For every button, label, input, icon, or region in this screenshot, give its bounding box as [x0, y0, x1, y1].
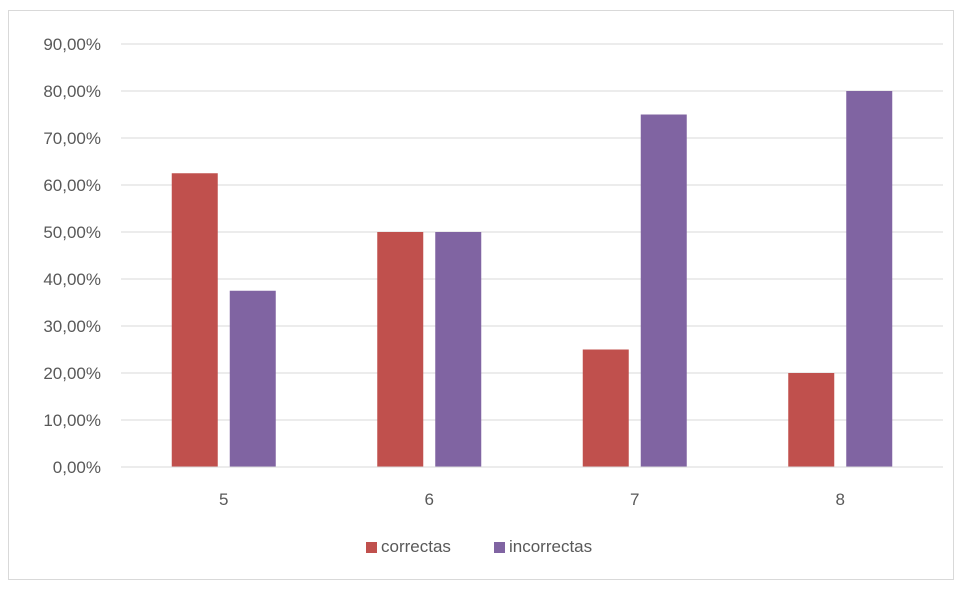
y-tick-label: 10,00% [43, 411, 101, 430]
legend-swatch-incorrectas [494, 542, 505, 553]
y-tick-label: 70,00% [43, 129, 101, 148]
legend-swatch-correctas [366, 542, 377, 553]
y-tick-label: 0,00% [53, 458, 101, 477]
legend-label-incorrectas: incorrectas [509, 537, 592, 556]
bar-incorrectas-6 [435, 232, 482, 467]
bar-incorrectas-5 [229, 290, 276, 467]
legend: correctas incorrectas [366, 537, 592, 556]
x-tick-label: 8 [836, 490, 845, 509]
bar-correctas-6 [377, 232, 424, 467]
chart-frame: 0,00% 10,00% 20,00% 30,00% 40,00% 50,00% 60,00… [8, 10, 954, 580]
x-tick-label: 7 [630, 490, 639, 509]
legend-label-correctas: correctas [381, 537, 451, 556]
bars [171, 91, 893, 467]
y-tick-label: 90,00% [43, 35, 101, 54]
bar-correctas-5 [171, 173, 218, 467]
bar-correctas-8 [788, 373, 835, 467]
y-axis-tick-labels: 0,00% 10,00% 20,00% 30,00% 40,00% 50,00% 60,00… [43, 35, 101, 477]
y-tick-label: 50,00% [43, 223, 101, 242]
bar-incorrectas-8 [846, 91, 893, 467]
y-tick-label: 20,00% [43, 364, 101, 383]
y-tick-label: 60,00% [43, 176, 101, 195]
y-tick-label: 80,00% [43, 82, 101, 101]
x-axis-tick-labels: 5 6 7 8 [219, 490, 845, 509]
y-tick-label: 30,00% [43, 317, 101, 336]
x-tick-label: 5 [219, 490, 228, 509]
y-tick-label: 40,00% [43, 270, 101, 289]
bar-correctas-7 [582, 349, 629, 467]
bar-incorrectas-7 [640, 114, 687, 467]
x-tick-label: 6 [425, 490, 434, 509]
bar-chart: 0,00% 10,00% 20,00% 30,00% 40,00% 50,00% 60,00… [43, 35, 943, 556]
